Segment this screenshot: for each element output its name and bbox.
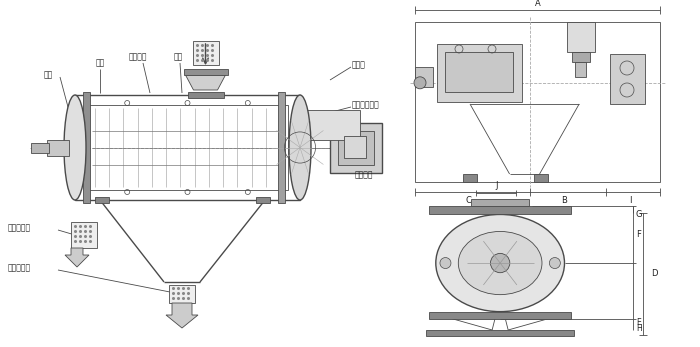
Text: 细料排出口: 细料排出口 (8, 263, 31, 272)
Bar (83, 92, 90, 203)
Text: I: I (629, 195, 632, 204)
Ellipse shape (289, 95, 311, 200)
Text: 主轴: 主轴 (43, 70, 52, 79)
Text: 粗料排出口: 粗料排出口 (8, 223, 31, 232)
Bar (193, 41, 218, 65)
Bar (31, 143, 49, 152)
Ellipse shape (436, 214, 564, 312)
Bar (344, 135, 366, 158)
Bar (471, 200, 529, 206)
Bar (415, 22, 660, 182)
Bar (445, 52, 513, 92)
Text: C: C (466, 195, 472, 204)
Text: H: H (636, 324, 642, 333)
Bar (338, 130, 374, 164)
Bar (183, 69, 228, 75)
Bar (463, 174, 477, 182)
Ellipse shape (458, 231, 542, 295)
Text: A: A (535, 0, 540, 8)
Bar (437, 44, 522, 102)
Text: 进料口: 进料口 (352, 60, 366, 69)
Bar (95, 197, 109, 203)
Bar (429, 312, 571, 319)
Bar (567, 22, 595, 52)
Circle shape (550, 257, 560, 269)
Text: F: F (636, 230, 641, 239)
Ellipse shape (64, 95, 86, 200)
Bar (278, 92, 285, 203)
Text: 驱动电机: 驱动电机 (355, 170, 374, 179)
Bar (572, 52, 590, 62)
Polygon shape (65, 248, 89, 267)
Bar (188, 92, 223, 98)
Circle shape (491, 253, 510, 273)
Text: 风轮叶片: 风轮叶片 (129, 52, 147, 61)
Bar (575, 62, 586, 77)
Bar (426, 330, 574, 336)
Text: B: B (561, 195, 568, 204)
Bar (429, 206, 571, 214)
Bar (71, 222, 97, 248)
Text: G: G (636, 210, 643, 219)
Bar (534, 174, 548, 182)
Text: 风轮: 风轮 (95, 59, 104, 68)
Text: E: E (636, 318, 641, 327)
Bar (47, 139, 69, 155)
Polygon shape (166, 303, 198, 328)
Text: 网架: 网架 (174, 52, 183, 61)
Circle shape (440, 257, 451, 269)
Bar (87, 105, 288, 190)
Bar (330, 122, 382, 172)
Bar (256, 197, 270, 203)
Bar (415, 67, 433, 87)
Bar (75, 95, 300, 200)
Text: D: D (651, 270, 657, 279)
Text: 螺旋输送系统: 螺旋输送系统 (352, 101, 379, 110)
Bar (610, 54, 645, 104)
Text: J: J (495, 180, 498, 189)
Bar (169, 285, 195, 303)
Bar (305, 110, 360, 140)
Circle shape (414, 77, 426, 89)
Polygon shape (186, 75, 225, 90)
